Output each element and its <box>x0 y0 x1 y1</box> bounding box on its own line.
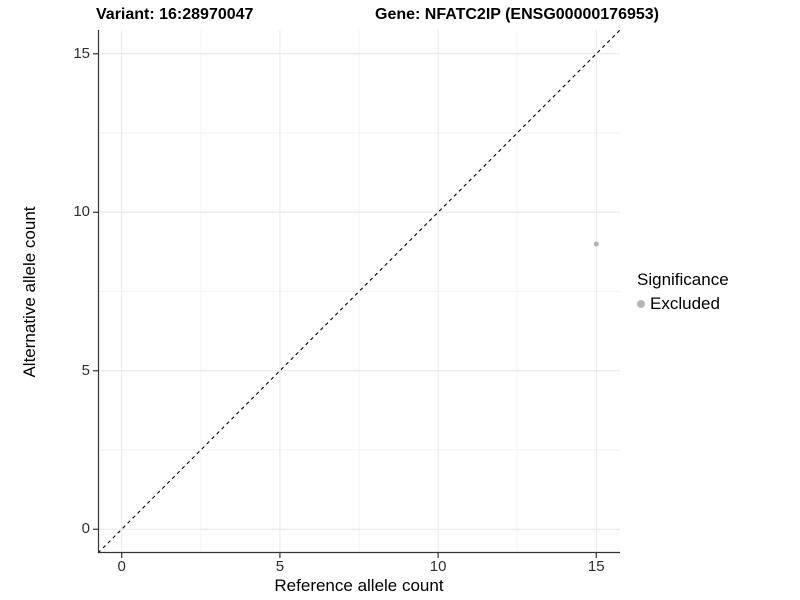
legend-item-label: Excluded <box>650 294 720 313</box>
y-tick-label: 10 <box>73 203 90 221</box>
x-tick-label: 15 <box>587 558 605 575</box>
y-tick-label: 0 <box>81 520 90 538</box>
legend-item-excluded: Excluded <box>637 294 729 314</box>
x-tick-label: 5 <box>275 558 285 575</box>
x-axis-title: Reference allele count <box>274 576 444 595</box>
legend-title: Significance <box>637 270 729 289</box>
y-tick-label: 5 <box>81 361 90 379</box>
y-tick-label: 15 <box>73 44 90 62</box>
gene-title: Gene: NFATC2IP (ENSG00000176953) <box>375 6 659 23</box>
data-point <box>593 241 599 247</box>
y-axis-title: Alternative allele count <box>20 206 39 378</box>
x-tick-label: 0 <box>117 558 126 575</box>
variant-title: Variant: 16:28970047 <box>96 6 254 23</box>
plot-panel <box>93 29 621 558</box>
legend: Significance Excluded <box>637 270 729 314</box>
excluded-point-icon <box>637 300 645 308</box>
x-tick-label: 10 <box>429 558 447 575</box>
